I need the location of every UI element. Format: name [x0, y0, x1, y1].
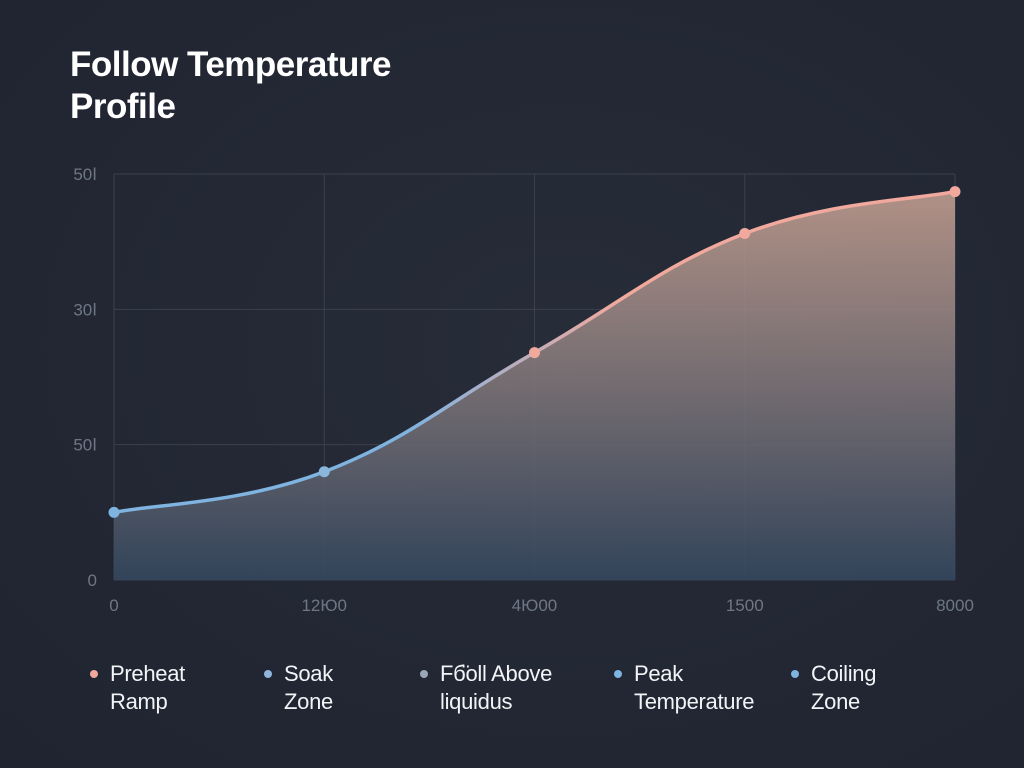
y-tick-label: ߊ30	[73, 300, 97, 319]
y-tick-label: ߊ50	[73, 165, 97, 184]
legend: Preheat Ramp Soak Zone Fб̈oll Above liqu…	[0, 660, 1024, 730]
legend-dot-icon	[264, 670, 272, 678]
legend-item-preheat-ramp: Preheat Ramp	[90, 660, 185, 716]
y-axis-ticks: 0 ߊ50 ߊ30 ߊ50	[73, 165, 97, 590]
legend-label: Fб̈oll Above liquidus	[440, 661, 553, 714]
data-point	[949, 186, 961, 198]
legend-label: Coiling Zone	[811, 661, 877, 714]
legend-label: Preheat Ramp	[110, 661, 185, 714]
x-tick-label: 4Ю00	[512, 596, 558, 615]
area-fill	[114, 191, 955, 581]
legend-dot-icon	[791, 670, 799, 678]
legend-dot-icon	[614, 670, 622, 678]
y-tick-label: 0	[88, 571, 97, 590]
legend-item-cooling-zone: Coiling Zone	[791, 660, 876, 716]
legend-item-peak-temperature: Peak Temperature	[614, 660, 755, 716]
legend-dot-icon	[420, 670, 428, 678]
x-axis-ticks: 0 12Ю0 4Ю00 1500 8000	[109, 596, 974, 615]
legend-item-soak-zone: Soak Zone	[264, 660, 333, 716]
data-points	[108, 186, 961, 518]
chart-title: Follow Temperature Profile	[70, 45, 391, 126]
x-tick-label: 0	[109, 596, 118, 615]
temperature-profile-chart: 0 12Ю0 4Ю00 1500 8000 0 ߊ50 ߊ30 ߊ50	[73, 165, 974, 615]
x-tick-label: 12Ю0	[301, 596, 347, 615]
data-point	[318, 466, 330, 478]
legend-dot-icon	[90, 670, 98, 678]
legend-label: Soak Zone	[284, 661, 333, 714]
y-tick-label: ߊ50	[73, 436, 97, 455]
x-tick-label: 8000	[936, 596, 974, 615]
data-point	[529, 347, 540, 359]
legend-label: Peak Temperature	[634, 661, 755, 714]
data-point	[108, 506, 120, 518]
data-point	[739, 228, 751, 240]
x-tick-label: 1500	[726, 596, 764, 615]
legend-item-above-liquidus: Fб̈oll Above liquidus	[420, 660, 552, 716]
